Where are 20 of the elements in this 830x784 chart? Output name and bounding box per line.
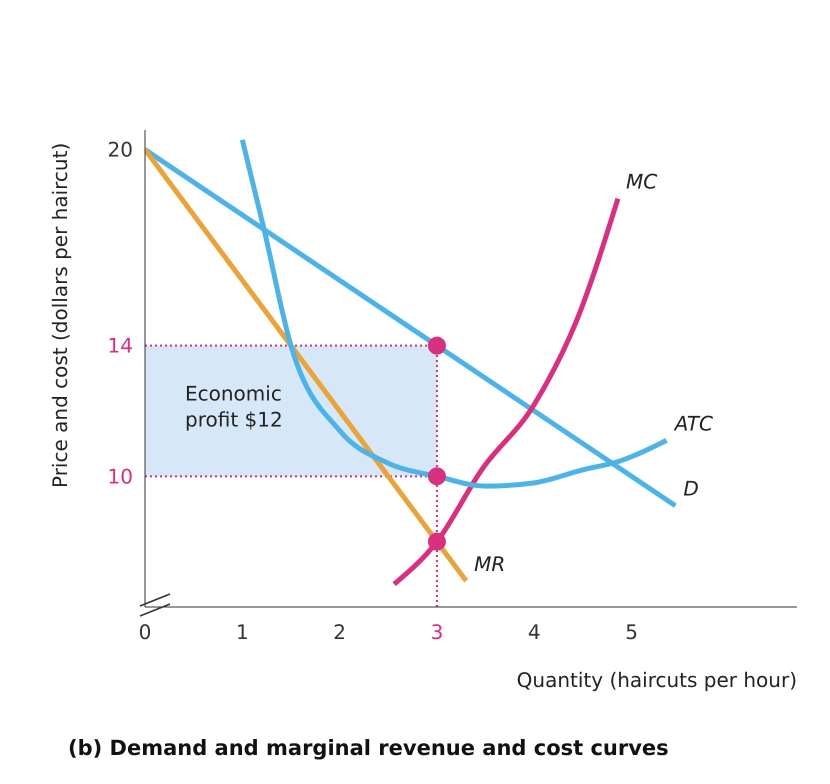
y-tick-label: 10 <box>108 464 133 488</box>
series-label: D <box>683 476 699 501</box>
x-tick-label: 0 <box>138 620 152 644</box>
y-axis-title: Price and cost (dollars per haircut) <box>48 142 72 488</box>
y-tick-label: 14 <box>108 334 133 358</box>
band-label: Economic profit $12 <box>185 382 283 432</box>
series-label: MR <box>474 552 506 576</box>
x-tick-label: 5 <box>625 620 638 644</box>
y-tick-label: 20 <box>108 138 133 162</box>
x-tick-label: 3 <box>430 620 444 644</box>
series-label: ATC <box>672 411 714 436</box>
text: (b) Demand and marginal revenue and cost curves <box>68 736 669 760</box>
x-tick-label: 4 <box>528 620 541 644</box>
point <box>428 467 446 486</box>
x-axis-title: Quantity (haircuts per hour) <box>516 668 797 692</box>
x-tick-label: 1 <box>236 620 249 644</box>
point <box>428 336 446 355</box>
x-tick-label: 2 <box>333 620 346 644</box>
point <box>428 532 446 551</box>
series-label: MC <box>626 170 658 194</box>
